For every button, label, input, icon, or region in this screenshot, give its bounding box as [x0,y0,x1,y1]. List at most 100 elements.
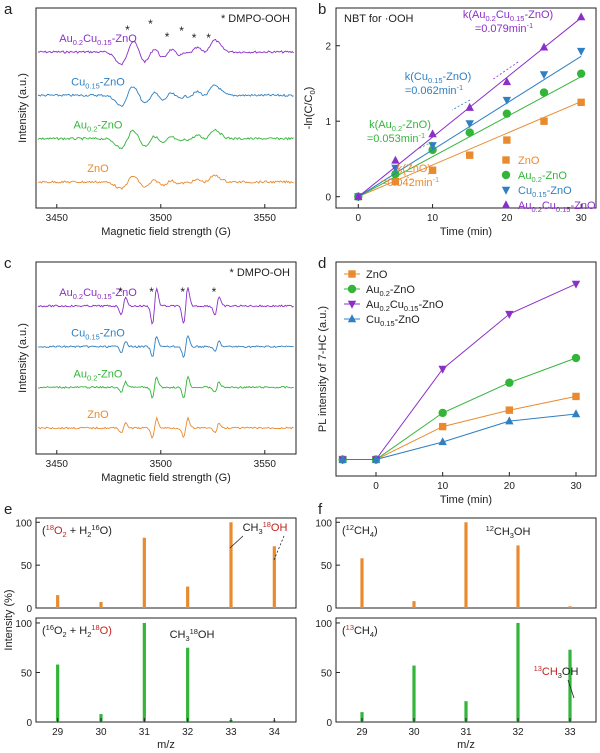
text-part: -ZnO [395,314,421,326]
y-tick-label: 2 [325,42,331,53]
x-axis-label: Time (min) [440,226,492,238]
text-part: -ZnO [390,284,416,296]
pl-frame [335,261,597,477]
text-part: -1 [457,83,464,92]
series-label-Au0.2Cu0.15-ZnO: Au0.2Cu0.15-ZnO [59,287,137,301]
text-part: + H [67,625,88,637]
text-part: ( [42,525,46,537]
text-part: -ZnO [418,299,444,311]
data-point-Au0.2Cu0.15-ZnO [505,310,514,319]
peak-star: * [125,23,130,37]
data-point-Au0.2Cu0.15-ZnO [428,129,437,138]
data-point-Au0.2Cu0.15-ZnO [465,102,474,111]
text-part: -ZnO) [402,119,431,131]
ms-condition-label: (16O2 + H218O) [42,623,112,639]
x-tick-label: 3550 [254,213,277,224]
data-point-Cu0.15-ZnO [502,96,512,105]
annotation-arrow [415,141,433,151]
text-part: 0.15 [85,333,100,342]
chart-title: * DMPO-OH [230,267,291,279]
text-part: 18 [190,627,198,636]
text-part: CH [243,522,259,534]
ms-annotation: 12CH3OH [486,524,531,540]
text-part: -ZnO [100,328,126,340]
legend-marker-Au0.2Cu0.15-ZnO [347,300,357,309]
epr-spectrum-Cu0.15-ZnO [37,84,294,107]
rate-annotation-blue: k(Cu0.15-ZnO) [405,71,472,85]
text-part: Cu [496,9,510,21]
rate-annotation-orange: k(ZnO) [397,163,431,175]
x-tick-label: 3450 [46,459,69,470]
ms-bar-29 [56,664,60,722]
ms-condition-label: (18O2 + H216O) [42,523,112,539]
ms-bar-29 [56,595,60,608]
legend-marker-Cu0.15-ZnO [501,186,511,195]
text-part: 0 [308,90,317,94]
legend-label-ZnO: ZnO [366,269,388,281]
data-point-Au0.2Cu0.15-ZnO [502,77,512,86]
data-point-ZnO [540,117,548,125]
text-part: ) [374,625,378,637]
series-label-Cu0.15-ZnO: Cu0.15-ZnO [71,76,125,90]
text-part: 0.15 [97,38,112,47]
text-part: Cu [542,200,556,212]
text-part: ) [374,525,378,537]
rate-value-orange: =0.042min-1 [381,175,439,189]
text-part: 0.2 [379,304,389,313]
rate-value-blue: =0.062min-1 [405,83,463,97]
x-tick-label: 20 [501,213,513,224]
peak-star: * [212,285,217,299]
x-tick-label: 33 [225,727,237,738]
x-tick-label: 3550 [254,459,277,470]
epr-frame-c [35,261,297,455]
text-part: CH [354,625,370,637]
text-part: Au [59,33,72,45]
text-part: ZnO [366,269,388,281]
ms-bar-34 [272,546,276,608]
data-point-ZnO [577,98,585,107]
text-part: CH [354,525,370,537]
data-point-Cu0.15-ZnO [571,409,581,418]
ms-bar-30 [99,602,103,608]
data-point-Au0.2-ZnO [571,353,581,363]
x-tick-label: 29 [356,727,368,738]
text-part: Au [518,200,531,212]
x-tick-label: 20 [504,481,516,492]
epr-spectrum-Cu0.15-ZnO [37,334,294,359]
legend-label-Au0.2Cu0.15-ZnO: Au0.2Cu0.15-ZnO [518,200,596,214]
text-part: ( [342,525,346,537]
y-axis-label: PL intensity of 7-HC (a.u.) [317,306,329,432]
text-part: Cu [518,185,532,197]
epr-frame-a [35,7,297,209]
text-part: -ZnO [570,200,596,212]
data-point-Au0.2Cu0.15-ZnO [354,191,363,200]
series-label-Au0.2-ZnO: Au0.2-ZnO [74,120,123,134]
y-tick-label: 50 [21,668,33,679]
x-tick-label: 32 [182,727,194,738]
panel-letter-d: d [318,255,326,272]
text-part: 0.15 [404,304,419,313]
x-axis-label: m/z [157,739,175,751]
x-tick-label: 0 [356,213,362,224]
y-tick-label: 50 [321,561,333,572]
ms-bar-32 [516,545,520,608]
text-part: CH [494,526,510,538]
text-part: 0.15 [556,205,571,214]
x-tick-label: 30 [576,213,588,224]
epr-spectrum-Au0.2-ZnO [37,375,294,399]
text-part: k(Cu [405,71,428,83]
text-part: OH [198,629,215,641]
annotation-arrow [491,61,519,81]
data-point-Au0.2Cu0.15-ZnO [438,365,447,374]
text-part: ) [303,87,315,91]
legend-label-ZnO: ZnO [518,155,540,167]
y-tick-label: 100 [315,518,332,529]
panel-letter-e: e [4,501,12,518]
peak-star: * [149,285,154,299]
data-point-Cu0.15-ZnO [428,142,437,151]
ms-bar-33 [568,606,572,608]
text-part: -ZnO [542,170,568,182]
text-part: 0.15 [380,319,395,328]
legend-label-Au0.2-ZnO: Au0.2-ZnO [366,284,415,298]
data-point-Au0.2Cu0.15-ZnO [571,280,581,289]
